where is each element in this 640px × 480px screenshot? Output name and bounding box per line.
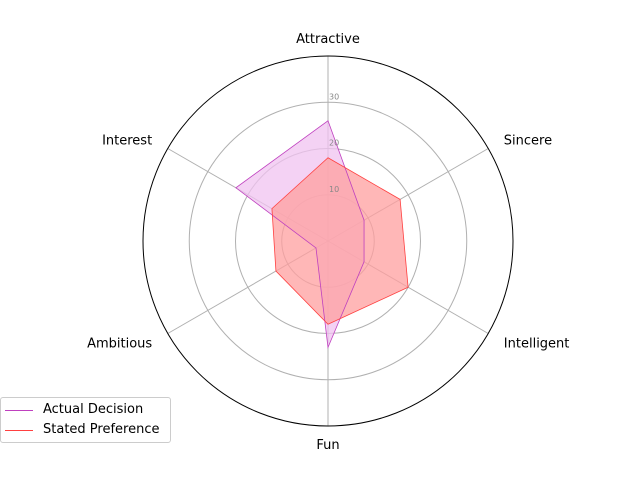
legend-item-actual-decision: Actual Decision — [1, 400, 170, 420]
radar-labels: 10 20 30 Attractive Sincere Intelligent Fun Amb… — [87, 32, 569, 453]
axis-label-fun: Fun — [316, 438, 339, 453]
axis-label-intelligent: Intelligent — [504, 337, 570, 352]
legend-item-stated-preference: Stated Preference — [1, 420, 170, 440]
legend-swatch-stated-preference — [5, 430, 33, 431]
r-tick-label-10: 10 — [329, 185, 339, 194]
r-tick-label-30: 30 — [329, 92, 339, 101]
r-tick-label-20: 20 — [329, 139, 339, 148]
radar-series — [235, 120, 409, 349]
series-fill-stated-preference — [271, 157, 409, 325]
outer-frame — [142, 55, 514, 427]
axis-label-attractive: Attractive — [296, 32, 360, 47]
legend-swatch-actual-decision — [5, 410, 33, 411]
legend: Actual Decision Stated Preference — [0, 397, 171, 443]
axis-label-interest: Interest — [102, 134, 152, 149]
series-line-stated-preference — [271, 157, 409, 325]
legend-label-actual-decision: Actual Decision — [43, 402, 144, 417]
legend-label-stated-preference: Stated Preference — [43, 422, 160, 437]
axis-label-ambitious: Ambitious — [87, 337, 152, 352]
axis-label-sincere: Sincere — [504, 134, 552, 149]
series-line-actual-decision — [235, 120, 365, 349]
